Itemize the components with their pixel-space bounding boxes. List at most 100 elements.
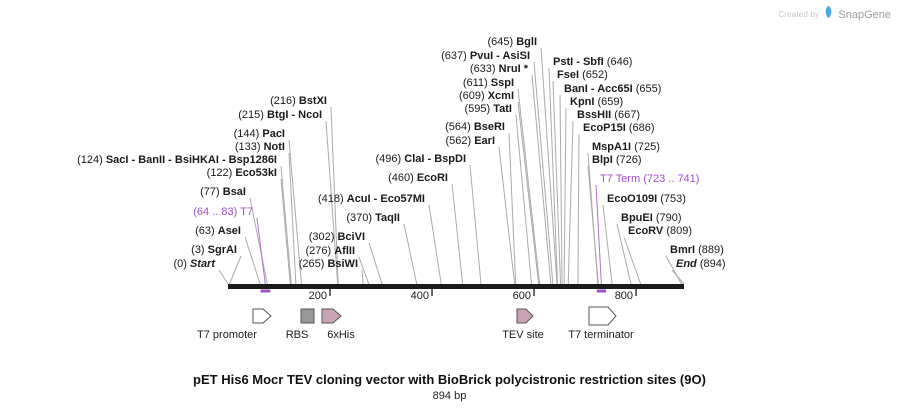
snapgene-logo-icon <box>823 5 834 24</box>
site-label-start[interactable]: (0) Start <box>173 258 216 270</box>
site-label-aflii[interactable]: (276) AflII <box>305 245 355 257</box>
site-label-bsshii[interactable]: BssHII (667) <box>577 109 640 121</box>
feature-glyph-t7-terminator[interactable] <box>588 306 617 326</box>
site-label-ecoo109i[interactable]: EcoO109I (753) <box>607 193 686 205</box>
site-label-bgli[interactable]: (645) BglI <box>487 36 537 48</box>
site-connector-ecori <box>451 183 464 285</box>
site-label-paci[interactable]: (144) PacI <box>234 128 285 140</box>
site-label-bani-acc65i[interactable]: BanI - Acc65I (655) <box>564 83 661 95</box>
site-connector-bani-acc65i <box>559 94 563 285</box>
site-connector-psti-sbfi <box>548 67 559 285</box>
site-label-blpi[interactable]: BlpI (726) <box>592 154 642 166</box>
site-connector-t7 <box>256 217 266 285</box>
site-connector-acui-eco57mi <box>428 204 442 285</box>
site-label-saci-banii-bsihkai-bsp1286i[interactable]: (124) SacI - BanII - BsiHKAI - Bsp1286I <box>77 154 277 166</box>
site-label-end[interactable]: End (894) <box>676 258 726 270</box>
feature-region-bar <box>596 289 606 293</box>
site-connector-tati <box>515 114 532 285</box>
site-connector-sgrai <box>229 255 242 285</box>
site-connector-kpni <box>563 107 567 285</box>
site-connector-bsiwi <box>361 269 364 285</box>
site-connector-aflii <box>358 256 370 285</box>
site-label-mspa1i[interactable]: MspA1I (725) <box>592 141 660 153</box>
site-connector-bstxi <box>330 106 339 285</box>
site-label-xcmi[interactable]: (609) XcmI <box>459 90 514 102</box>
site-label-nrui[interactable]: (633) NruI * <box>470 63 529 75</box>
site-connector-eco53ki <box>280 178 291 285</box>
feature-label-6xhis[interactable]: 6xHis <box>327 329 355 341</box>
watermark-brand-label: SnapGene <box>838 8 891 21</box>
site-connector-bpuei <box>616 223 632 285</box>
site-connector-blpi <box>587 165 599 285</box>
site-label-bsiwi[interactable]: (265) BsiWI <box>299 258 358 270</box>
site-connector-clai-bspdi <box>469 164 482 285</box>
site-label-sgrai[interactable]: (3) SgrAI <box>191 244 237 256</box>
ruler-tick-label: 400 <box>411 290 429 302</box>
ruler-tick-label: 600 <box>513 290 531 302</box>
site-label-btgi-ncoi[interactable]: (215) BtgI - NcoI <box>238 109 322 121</box>
site-connector-pvui-asisi <box>533 61 554 285</box>
site-label-ecorv[interactable]: EcoRV (809) <box>628 225 692 237</box>
sequence-line <box>228 284 684 289</box>
site-connector-ecoo109i <box>602 204 613 285</box>
watermark: Created by SnapGene <box>778 5 891 24</box>
feature-glyph-6xhis[interactable] <box>321 308 342 324</box>
site-connector-bcivi <box>368 242 383 285</box>
site-connector-saci-banii-bsihkai-bsp1286i <box>280 165 292 285</box>
site-label-fsei[interactable]: FseI (652) <box>557 69 608 81</box>
feature-region-bar <box>260 289 271 293</box>
site-label-bpuei[interactable]: BpuEI (790) <box>621 212 682 224</box>
site-label-t7-term[interactable]: T7 Term (723 .. 741) <box>600 173 699 185</box>
site-connector-xcmi <box>517 101 540 285</box>
site-connector-bseri <box>508 132 517 285</box>
site-connector-sspi <box>517 88 541 285</box>
site-label-bstxi[interactable]: (216) BstXI <box>270 95 327 107</box>
site-label-asei[interactable]: (63) AseI <box>195 225 241 237</box>
site-label-pvui-asisi[interactable]: (637) PvuI - AsiSI <box>441 50 530 62</box>
site-label-bseri[interactable]: (564) BseRI <box>445 121 505 133</box>
site-label-ecori[interactable]: (460) EcoRI <box>388 172 448 184</box>
site-connector-end <box>671 269 685 285</box>
map-title: pET His6 Mocr TEV cloning vector with Bi… <box>193 372 706 387</box>
site-connector-bgli <box>540 47 558 285</box>
feature-glyph-tev-site[interactable] <box>516 308 534 324</box>
feature-label-rbs[interactable]: RBS <box>286 329 309 341</box>
site-label-bcivi[interactable]: (302) BciVI <box>309 231 365 243</box>
site-connector-btgi-ncoi <box>325 120 339 285</box>
feature-glyph-rbs[interactable] <box>300 308 315 324</box>
site-label-clai-bspdi[interactable]: (496) ClaI - BspDI <box>376 153 466 165</box>
site-connector-bmri <box>665 255 682 285</box>
site-label-bmri[interactable]: BmrI (889) <box>670 244 724 256</box>
feature-label-t7-terminator[interactable]: T7 terminator <box>568 329 634 341</box>
site-connector-paci <box>288 139 302 285</box>
site-connector-fsei <box>552 80 562 285</box>
site-connector-ecop15i <box>577 133 580 285</box>
site-label-eco53ki[interactable]: (122) Eco53kI <box>207 167 277 179</box>
site-connector-t7-term <box>595 184 602 285</box>
site-label-acui-eco57mi[interactable]: (418) AcuI - Eco57MI <box>318 193 425 205</box>
site-label-kpni[interactable]: KpnI (659) <box>570 96 623 108</box>
site-label-noti[interactable]: (133) NotI <box>235 141 285 153</box>
site-connector-start <box>218 269 229 285</box>
site-connector-nrui <box>531 74 552 285</box>
site-connector-ecorv <box>623 236 642 285</box>
ruler-tick-label: 200 <box>309 290 327 302</box>
feature-label-tev-site[interactable]: TEV site <box>502 329 544 341</box>
watermark-created-by-label: Created by <box>778 10 820 19</box>
ruler-tick-label: 800 <box>615 290 633 302</box>
site-label-taqii[interactable]: (370) TaqII <box>346 212 400 224</box>
site-label-bsai[interactable]: (77) BsaI <box>200 186 246 198</box>
map-length: 894 bp <box>432 390 467 402</box>
site-label-eari[interactable]: (562) EarI <box>445 135 495 147</box>
site-connector-noti <box>288 152 297 285</box>
site-connector-asei <box>244 236 261 285</box>
site-label-sspi[interactable]: (611) SspI <box>463 77 514 89</box>
site-label-ecop15i[interactable]: EcoP15I (686) <box>583 122 655 134</box>
site-label-psti-sbfi[interactable]: PstI - SbfI (646) <box>553 56 632 68</box>
site-label-t7[interactable]: (64 .. 83) T7 <box>193 206 253 218</box>
site-connector-bsshii <box>567 120 574 285</box>
feature-glyph-t7-promoter[interactable] <box>252 308 272 324</box>
feature-label-t7-promoter[interactable]: T7 promoter <box>197 329 257 341</box>
site-label-tati[interactable]: (595) TatI <box>465 103 513 115</box>
